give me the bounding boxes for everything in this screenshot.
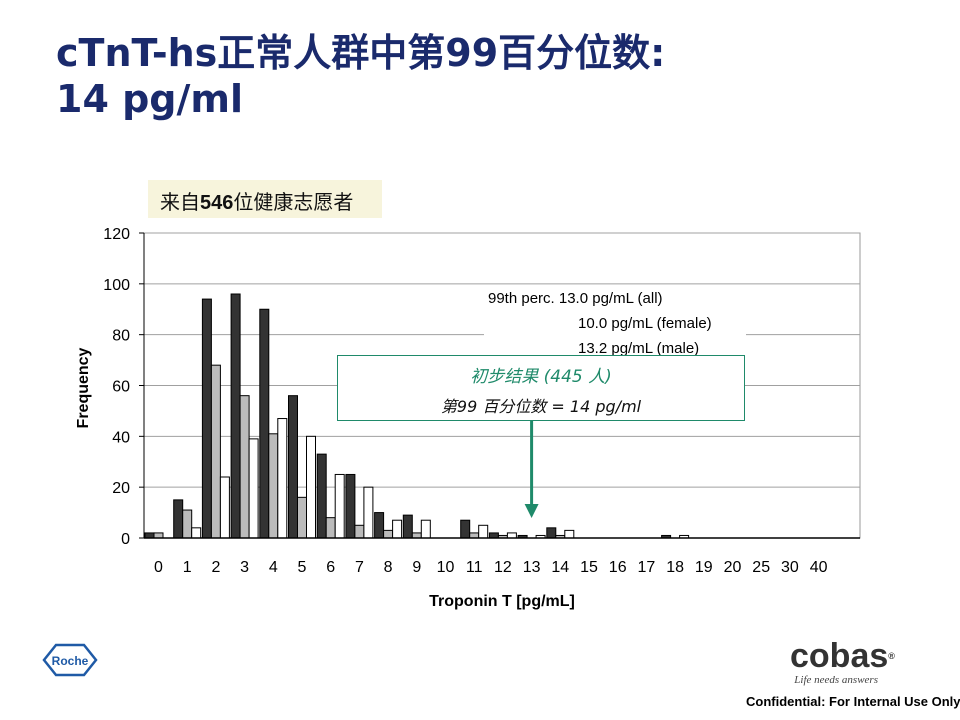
x-tick-label: 16: [609, 559, 627, 576]
x-tick-label: 14: [551, 559, 569, 576]
bar: [564, 529, 575, 539]
bar: [144, 532, 155, 539]
x-tick-label: 11: [466, 559, 483, 576]
bar: [297, 496, 307, 539]
x-tick-label: 8: [384, 559, 393, 576]
bar: [248, 438, 259, 539]
percentile-female: 10.0 pg/mL (female): [578, 315, 712, 332]
bar: [402, 514, 413, 539]
x-tick-label: 17: [638, 559, 656, 576]
y-tick-labels: 0 20 40 60 80 100 120: [103, 226, 144, 548]
percentile-legend: 99th perc. 13.0 pg/mL (all) 10.0 pg/mL (…: [484, 286, 746, 357]
bar: [478, 524, 489, 539]
y-tick-label: 0: [121, 531, 130, 548]
bar: [306, 435, 316, 539]
x-tick-label: 5: [298, 559, 307, 576]
x-tick-label: 4: [269, 559, 278, 576]
bar: [153, 532, 164, 539]
bar: [506, 532, 517, 539]
bar: [277, 418, 288, 539]
x-tick-label: 25: [752, 559, 770, 576]
source-count: 546: [200, 192, 234, 214]
cobas-tagline: Life needs answers: [794, 674, 878, 686]
bar: [219, 476, 230, 539]
preliminary-result-heading: 初步结果 (445 人): [470, 367, 612, 387]
y-tick-label: 20: [112, 480, 130, 497]
bar: [325, 517, 336, 539]
x-tick-label: 3: [240, 559, 249, 576]
bar: [460, 519, 471, 539]
y-tick-label: 40: [112, 429, 130, 446]
bar: [182, 509, 193, 539]
bar: [392, 519, 403, 539]
preliminary-result-box: 初步结果 (445 人) 第99 百分位数 = 14 pg/ml: [337, 355, 745, 421]
bar: [288, 395, 298, 539]
slide-title-line2: 14 pg/ml: [56, 77, 244, 121]
x-tick-label: 15: [580, 559, 598, 576]
bar: [268, 433, 279, 539]
bar: [173, 499, 184, 539]
bar: [354, 524, 365, 539]
x-tick-label: 0: [154, 559, 163, 576]
percentile-all: 99th perc. 13.0 pg/mL (all): [488, 290, 663, 307]
bar: [230, 293, 241, 539]
y-axis-label: Frequency: [75, 347, 92, 428]
bars-group: [144, 293, 690, 539]
x-tick-label: 9: [412, 559, 421, 576]
bar: [488, 532, 499, 539]
bar: [420, 519, 431, 539]
y-tick-label: 80: [112, 328, 130, 345]
slide-title-line1: cTnT-hs正常人群中第99百分位数:: [56, 31, 666, 75]
bar: [210, 364, 221, 539]
x-tick-label: 13: [523, 559, 541, 576]
source-suffix: 位健康志愿者: [233, 190, 354, 214]
bar: [345, 473, 356, 539]
x-tick-label: 40: [810, 559, 828, 576]
x-tick-label: 2: [211, 559, 220, 576]
arrow-head: [524, 504, 539, 518]
x-axis-label: Troponin T [pg/mL]: [429, 593, 575, 610]
annotation-arrow: [524, 421, 539, 518]
x-tick-label: 6: [326, 559, 335, 576]
x-tick-label: 30: [781, 559, 799, 576]
x-tick-label: 10: [437, 559, 455, 576]
bar: [259, 308, 270, 539]
preliminary-result-value: 第99 百分位数 = 14 pg/ml: [440, 397, 642, 416]
x-tick-label: 12: [494, 559, 512, 576]
bar: [191, 527, 202, 539]
bar: [411, 532, 422, 539]
bar: [334, 473, 345, 539]
source-note: 来自546位健康志愿者: [148, 180, 382, 218]
x-tick-label: 19: [695, 559, 713, 576]
bar: [201, 298, 212, 539]
cobas-registered-mark: ®: [888, 651, 895, 661]
y-tick-label: 120: [103, 226, 130, 243]
bar: [363, 486, 374, 539]
cobas-wordmark: cobas: [790, 637, 889, 675]
roche-logo: Roche: [42, 643, 98, 677]
roche-logo-text: Roche: [52, 654, 89, 668]
percentile-male: 13.2 pg/mL (male): [578, 340, 700, 357]
x-tick-label: 7: [355, 559, 364, 576]
y-tick-label: 60: [112, 379, 130, 396]
x-tick-label: 20: [724, 559, 742, 576]
bar: [469, 532, 480, 539]
slide-title: cTnT-hs正常人群中第99百分位数: 14 pg/ml: [56, 30, 916, 122]
bar: [383, 529, 394, 539]
x-tick-label: 1: [183, 559, 192, 576]
source-prefix: 来自: [160, 190, 200, 214]
y-tick-label: 100: [103, 277, 130, 294]
confidential-footer: Confidential: For Internal Use Only: [746, 694, 960, 709]
cobas-logo: cobas® Life needs answers: [790, 638, 900, 694]
bar: [316, 453, 327, 539]
x-tick-labels: 0 1 2 3 4 5 6 7 8 9 10 11 12 13 14 15 16 17 18 19 20 25 30 40: [154, 559, 828, 576]
bar: [546, 527, 557, 539]
bar: [374, 512, 385, 539]
x-tick-label: 18: [666, 559, 684, 576]
bar: [239, 395, 250, 539]
